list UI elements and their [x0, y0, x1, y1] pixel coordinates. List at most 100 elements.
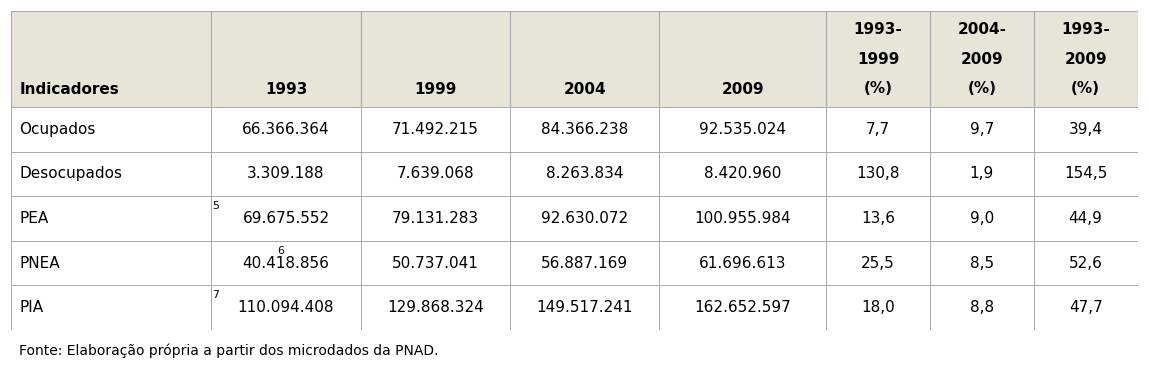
Text: Ocupados: Ocupados — [20, 122, 95, 137]
Text: 71.492.215: 71.492.215 — [392, 122, 479, 137]
Bar — [11, 196, 211, 241]
Text: PNEA: PNEA — [20, 256, 60, 271]
Bar — [510, 285, 660, 330]
Bar — [930, 107, 1034, 152]
Text: 25,5: 25,5 — [862, 256, 895, 271]
Text: Fonte: Elaboração própria a partir dos microdados da PNAD.: Fonte: Elaboração própria a partir dos m… — [20, 343, 439, 357]
Bar — [11, 152, 211, 196]
Bar — [11, 11, 211, 107]
Text: 2004-: 2004- — [957, 22, 1007, 37]
Bar — [211, 196, 361, 241]
Text: 8,5: 8,5 — [970, 256, 994, 271]
Text: 9,0: 9,0 — [970, 211, 994, 226]
Text: 40.418.856: 40.418.856 — [242, 256, 330, 271]
Text: 2004: 2004 — [563, 82, 606, 98]
Bar — [1034, 152, 1138, 196]
Bar — [660, 107, 826, 152]
Text: 1993-: 1993- — [1062, 22, 1110, 37]
Text: (%): (%) — [864, 81, 893, 96]
Bar — [11, 285, 211, 330]
Text: 1999: 1999 — [414, 82, 456, 98]
Text: 44,9: 44,9 — [1069, 211, 1103, 226]
Text: 5: 5 — [213, 201, 219, 211]
Text: 8.420.960: 8.420.960 — [704, 166, 781, 182]
Text: (%): (%) — [1071, 81, 1100, 96]
Text: 110.094.408: 110.094.408 — [238, 300, 334, 315]
Text: Desocupados: Desocupados — [20, 166, 123, 182]
Bar — [660, 241, 826, 285]
Text: 1993: 1993 — [265, 82, 307, 98]
Text: 69.675.552: 69.675.552 — [242, 211, 330, 226]
Bar — [1034, 285, 1138, 330]
Bar — [930, 152, 1034, 196]
Bar — [361, 152, 510, 196]
Bar — [930, 285, 1034, 330]
Text: 18,0: 18,0 — [862, 300, 895, 315]
Text: 92.535.024: 92.535.024 — [700, 122, 786, 137]
Text: 2009: 2009 — [961, 52, 1003, 67]
Bar — [510, 152, 660, 196]
Text: 52,6: 52,6 — [1069, 256, 1103, 271]
Text: 162.652.597: 162.652.597 — [694, 300, 792, 315]
Text: 149.517.241: 149.517.241 — [537, 300, 633, 315]
Text: 3.309.188: 3.309.188 — [247, 166, 325, 182]
Bar — [826, 285, 930, 330]
Text: 2009: 2009 — [1064, 52, 1106, 67]
Bar — [510, 11, 660, 107]
Text: 130,8: 130,8 — [856, 166, 900, 182]
Bar — [1034, 196, 1138, 241]
Text: 8,8: 8,8 — [970, 300, 994, 315]
Text: 47,7: 47,7 — [1069, 300, 1103, 315]
Text: 39,4: 39,4 — [1069, 122, 1103, 137]
Text: 129.868.324: 129.868.324 — [387, 300, 484, 315]
Text: Indicadores: Indicadores — [20, 82, 119, 98]
Text: 8.263.834: 8.263.834 — [546, 166, 624, 182]
Text: 61.696.613: 61.696.613 — [699, 256, 787, 271]
Bar — [826, 241, 930, 285]
Bar — [1034, 11, 1138, 107]
Bar — [11, 241, 211, 285]
Text: 7: 7 — [213, 290, 219, 300]
Text: 2009: 2009 — [722, 82, 764, 98]
Bar — [826, 107, 930, 152]
Text: 84.366.238: 84.366.238 — [541, 122, 629, 137]
Bar — [510, 241, 660, 285]
Text: 79.131.283: 79.131.283 — [392, 211, 479, 226]
Text: 1999: 1999 — [857, 52, 900, 67]
Text: 6: 6 — [277, 246, 284, 256]
Text: (%): (%) — [967, 81, 996, 96]
Bar — [826, 152, 930, 196]
Bar — [211, 285, 361, 330]
Bar — [510, 196, 660, 241]
Text: 154,5: 154,5 — [1064, 166, 1108, 182]
Bar — [510, 107, 660, 152]
Bar — [930, 241, 1034, 285]
Bar — [1034, 107, 1138, 152]
Text: PIA: PIA — [20, 300, 44, 315]
Bar — [826, 196, 930, 241]
Bar — [361, 11, 510, 107]
Text: 66.366.364: 66.366.364 — [242, 122, 330, 137]
Text: 7,7: 7,7 — [866, 122, 890, 137]
Bar — [211, 241, 361, 285]
Bar — [930, 11, 1034, 107]
Bar — [660, 152, 826, 196]
Bar — [211, 107, 361, 152]
Bar — [826, 11, 930, 107]
Bar — [11, 107, 211, 152]
Text: 9,7: 9,7 — [970, 122, 994, 137]
Bar — [361, 285, 510, 330]
Bar — [211, 152, 361, 196]
Bar — [660, 11, 826, 107]
Text: 92.630.072: 92.630.072 — [541, 211, 629, 226]
Text: 13,6: 13,6 — [861, 211, 895, 226]
Text: 56.887.169: 56.887.169 — [541, 256, 629, 271]
Bar — [1034, 241, 1138, 285]
Text: PEA: PEA — [20, 211, 48, 226]
Text: 1,9: 1,9 — [970, 166, 994, 182]
Bar — [361, 196, 510, 241]
Text: 1993-: 1993- — [854, 22, 902, 37]
Text: 100.955.984: 100.955.984 — [694, 211, 791, 226]
Text: 50.737.041: 50.737.041 — [392, 256, 479, 271]
Bar — [930, 196, 1034, 241]
